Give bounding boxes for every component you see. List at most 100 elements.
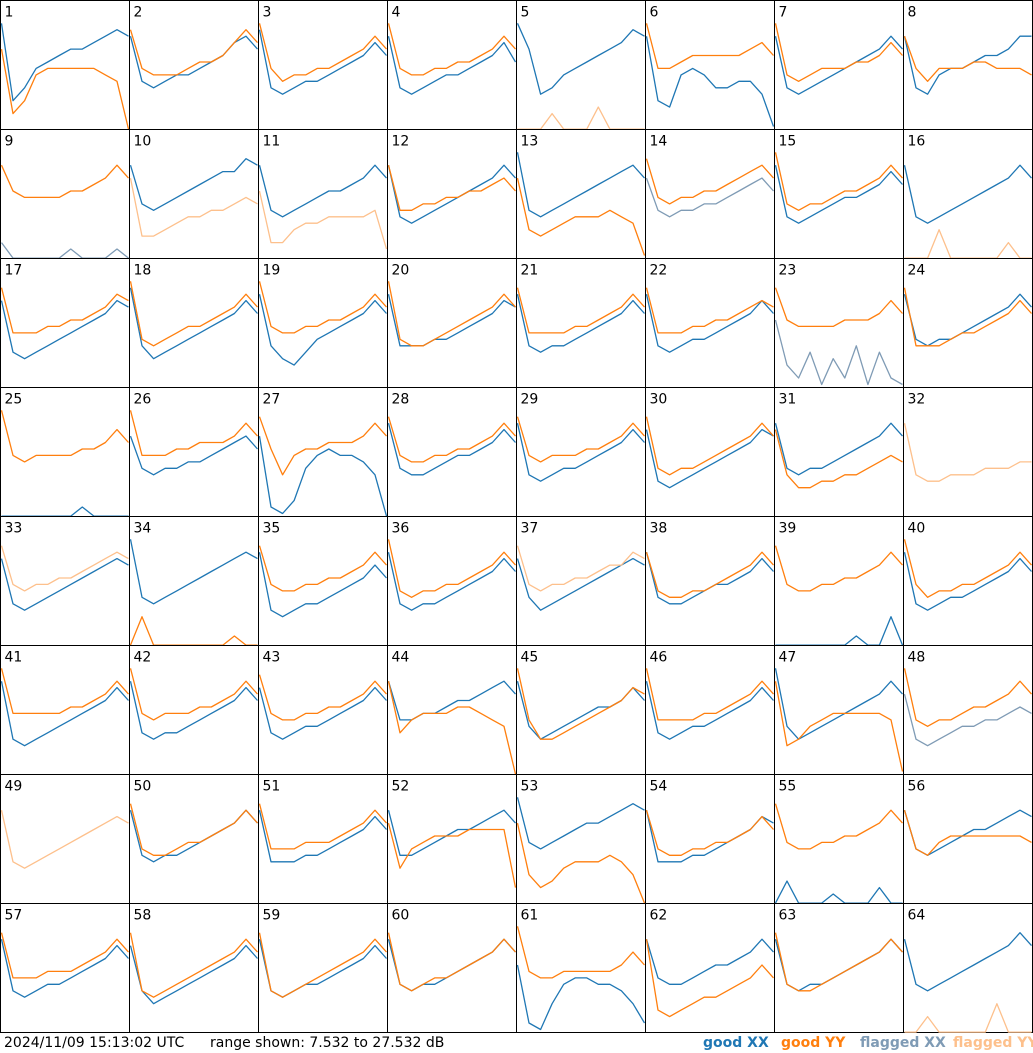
yy-trace bbox=[516, 545, 645, 592]
xx-trace bbox=[516, 152, 645, 218]
xx-trace bbox=[774, 35, 903, 95]
panel-label: 61 bbox=[521, 908, 539, 924]
yy-trace bbox=[903, 287, 1032, 347]
panel-label: 13 bbox=[521, 134, 539, 150]
panel-frame bbox=[645, 516, 775, 646]
panel-label: 64 bbox=[908, 908, 926, 924]
panel-frame bbox=[129, 774, 259, 904]
panel-frame bbox=[645, 774, 775, 904]
panel-label: 23 bbox=[779, 263, 797, 279]
panel-frame bbox=[129, 903, 259, 1033]
panel-label: 17 bbox=[5, 263, 23, 279]
panel-label: 55 bbox=[779, 779, 797, 795]
xx-trace bbox=[903, 164, 1032, 224]
panel-label: 36 bbox=[392, 521, 410, 537]
xx-trace bbox=[387, 809, 516, 856]
panel-label: 51 bbox=[263, 779, 281, 795]
yy-trace bbox=[0, 164, 129, 199]
panel-frame bbox=[774, 0, 904, 130]
xx-trace bbox=[387, 423, 516, 476]
yy-trace bbox=[903, 423, 1032, 482]
panel-frame bbox=[774, 903, 904, 1033]
yy-trace bbox=[645, 23, 774, 70]
panel-label: 21 bbox=[521, 263, 539, 279]
range-label: range shown: 7.532 to 27.532 dB bbox=[210, 1035, 444, 1051]
panel-label: 49 bbox=[5, 779, 23, 795]
yy-trace bbox=[904, 1003, 1032, 1033]
xx-trace bbox=[516, 23, 645, 95]
panel-frame bbox=[516, 903, 646, 1033]
xx-trace bbox=[774, 880, 903, 904]
panel-label: 58 bbox=[134, 908, 152, 924]
panel-frame bbox=[645, 0, 775, 130]
panel-frame bbox=[516, 645, 646, 775]
xx-trace bbox=[258, 552, 387, 618]
yy-trace bbox=[516, 416, 645, 463]
yy-trace bbox=[0, 48, 130, 130]
xx-trace bbox=[774, 668, 903, 740]
xx-trace bbox=[516, 294, 645, 353]
yy-trace bbox=[129, 803, 258, 856]
yy-trace bbox=[258, 545, 387, 592]
panel-label: 12 bbox=[392, 134, 410, 150]
panel-label: 53 bbox=[521, 779, 539, 795]
panel-label: 19 bbox=[263, 263, 281, 279]
panel-frame bbox=[516, 258, 646, 388]
legend-entry: flagged XX bbox=[860, 1035, 946, 1051]
panel-frame bbox=[387, 774, 517, 904]
panel-frame bbox=[903, 387, 1033, 517]
yy-trace bbox=[0, 810, 129, 869]
panel-frame bbox=[516, 774, 646, 904]
legend-entry: good XX bbox=[703, 1035, 769, 1051]
panel-label: 52 bbox=[392, 779, 410, 795]
panel-label: 9 bbox=[5, 134, 14, 150]
legend-entry: good YY bbox=[781, 1035, 846, 1051]
xx-trace bbox=[645, 681, 774, 740]
xx-trace bbox=[0, 299, 129, 360]
xx-trace bbox=[258, 29, 387, 95]
xx-trace bbox=[387, 36, 517, 95]
panel-label: 39 bbox=[779, 521, 797, 537]
panel-label: 26 bbox=[134, 392, 152, 408]
panel-label: 33 bbox=[5, 521, 23, 537]
xx-trace bbox=[129, 539, 258, 605]
yy-trace bbox=[129, 177, 258, 237]
yy-trace bbox=[0, 545, 129, 592]
yy-trace bbox=[387, 281, 516, 347]
yy-trace bbox=[516, 668, 645, 740]
panel-frame bbox=[387, 258, 517, 388]
panel-label: 42 bbox=[134, 650, 152, 666]
yy-trace bbox=[516, 287, 645, 334]
panel-label: 8 bbox=[908, 5, 917, 21]
yy-trace bbox=[774, 23, 903, 82]
xx-trace bbox=[645, 177, 774, 218]
panel-label: 4 bbox=[392, 5, 401, 21]
panel-frame bbox=[0, 0, 130, 130]
xx-trace bbox=[258, 164, 387, 218]
yy-trace bbox=[0, 932, 129, 979]
timestamp: 2024/11/09 15:13:02 UTC bbox=[4, 1035, 184, 1051]
xx-trace bbox=[516, 423, 645, 482]
yy-trace bbox=[387, 165, 516, 211]
panel-label: 5 bbox=[521, 5, 530, 21]
panel-label: 37 bbox=[521, 521, 539, 537]
panel-label: 54 bbox=[650, 779, 668, 795]
xx-trace bbox=[258, 435, 388, 517]
panel-label: 3 bbox=[263, 5, 272, 21]
yy-trace bbox=[129, 668, 258, 721]
panel-label: 29 bbox=[521, 392, 539, 408]
yy-trace bbox=[387, 23, 516, 76]
yy-trace bbox=[645, 416, 774, 476]
panel-label: 28 bbox=[392, 392, 410, 408]
xx-trace bbox=[258, 294, 387, 366]
yy-trace bbox=[516, 822, 646, 904]
panel-label: 57 bbox=[5, 908, 23, 924]
xx-trace bbox=[645, 36, 775, 127]
panel-label: 45 bbox=[521, 650, 539, 666]
yy-trace bbox=[258, 23, 387, 82]
yy-trace bbox=[774, 287, 903, 328]
panel-label: 59 bbox=[263, 908, 281, 924]
yy-trace bbox=[645, 668, 774, 721]
xx-trace bbox=[129, 158, 258, 211]
